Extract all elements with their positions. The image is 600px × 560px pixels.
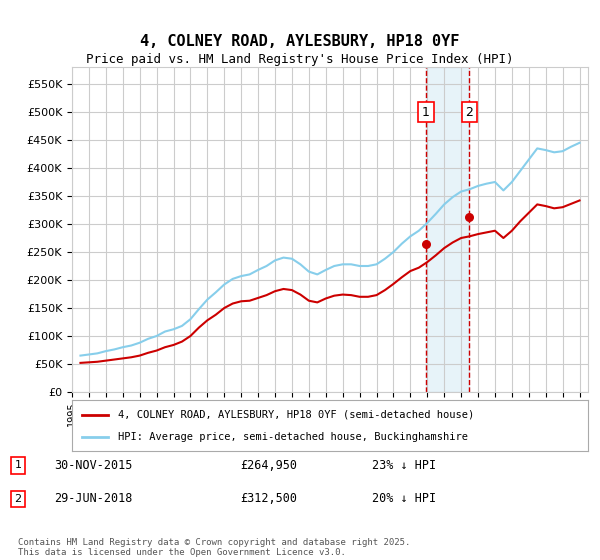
Text: 1: 1: [422, 105, 430, 119]
Text: 2: 2: [14, 494, 22, 504]
Text: 30-NOV-2015: 30-NOV-2015: [54, 459, 133, 472]
Bar: [426, 67, 469, 392]
Text: £312,500: £312,500: [240, 492, 297, 506]
Text: 2: 2: [466, 105, 473, 119]
Text: HPI: Average price, semi-detached house, Buckinghamshire: HPI: Average price, semi-detached house,…: [118, 432, 469, 442]
Text: 4, COLNEY ROAD, AYLESBURY, HP18 0YF: 4, COLNEY ROAD, AYLESBURY, HP18 0YF: [140, 34, 460, 49]
Text: 20% ↓ HPI: 20% ↓ HPI: [372, 492, 436, 506]
Text: Contains HM Land Registry data © Crown copyright and database right 2025.
This d: Contains HM Land Registry data © Crown c…: [18, 538, 410, 557]
Text: 4, COLNEY ROAD, AYLESBURY, HP18 0YF (semi-detached house): 4, COLNEY ROAD, AYLESBURY, HP18 0YF (sem…: [118, 409, 475, 419]
Point: [464, 213, 474, 222]
Text: 23% ↓ HPI: 23% ↓ HPI: [372, 459, 436, 472]
Text: 29-JUN-2018: 29-JUN-2018: [54, 492, 133, 506]
Point: [421, 239, 431, 248]
Text: 1: 1: [14, 460, 22, 470]
Text: Price paid vs. HM Land Registry's House Price Index (HPI): Price paid vs. HM Land Registry's House …: [86, 53, 514, 66]
Text: £264,950: £264,950: [240, 459, 297, 472]
